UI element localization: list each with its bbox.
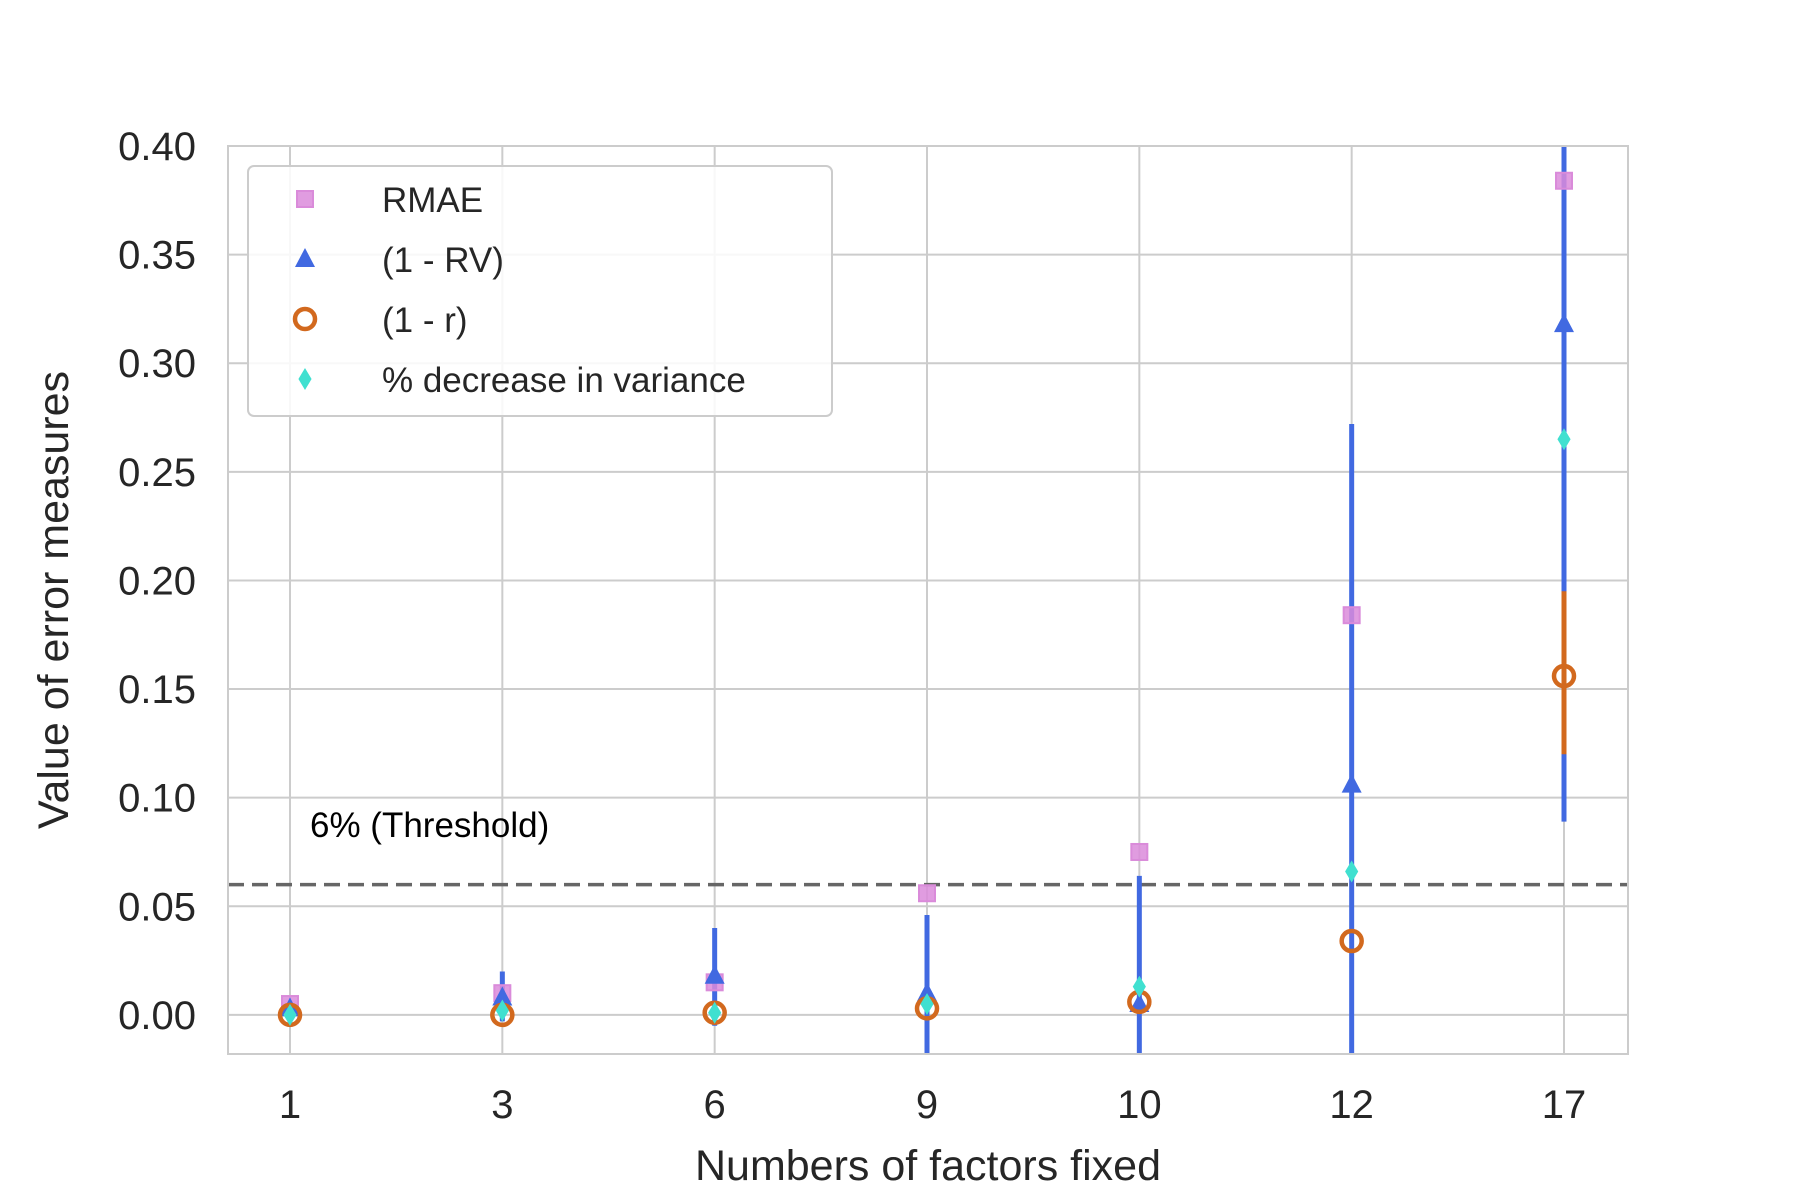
x-tick-label: 6 [704, 1083, 726, 1127]
legend: RMAE (1 - RV) (1 - r) % decrease in varianc… [247, 165, 833, 417]
x-tick-label: 9 [916, 1083, 938, 1127]
data-markers [277, 171, 1577, 1028]
y-tick-label: 0.40 [118, 125, 196, 169]
legend-marker [292, 306, 318, 332]
y-tick-label: 0.25 [118, 451, 196, 495]
threshold-annotation: 6% (Threshold) [310, 806, 549, 845]
point-decrease-in-variance [495, 999, 509, 1022]
legend-label: RMAE [382, 181, 483, 220]
point-1-r [1339, 928, 1364, 954]
point-1-rv [492, 986, 513, 1006]
point-1-rv [1554, 313, 1574, 333]
x-tick-labels: 1 3 6 9 10 12 17 [279, 1083, 1586, 1127]
y-tick-label: 0.30 [118, 342, 196, 386]
point-decrease-in-variance [920, 993, 934, 1016]
legend-marker [296, 190, 314, 208]
legend-box [247, 165, 833, 417]
point-1-r [1551, 663, 1577, 689]
point-rmae [1342, 606, 1361, 625]
x-tick-label: 3 [491, 1083, 513, 1127]
legend-label: (1 - RV) [382, 241, 504, 280]
legend-label: (1 - r) [382, 301, 468, 340]
point-decrease-in-variance [1557, 428, 1571, 451]
x-tick-label: 10 [1117, 1083, 1162, 1127]
point-rmae [1130, 842, 1149, 861]
legend-marker [295, 248, 315, 267]
point-decrease-in-variance [283, 1003, 297, 1026]
y-tick-label: 0.15 [118, 668, 196, 712]
y-axis-title: Value of error measures [30, 371, 78, 829]
y-tick-label: 0.10 [118, 777, 196, 821]
point-decrease-in-variance [708, 1001, 722, 1024]
y-tick-label: 0.20 [118, 559, 196, 603]
point-decrease-in-variance [1345, 860, 1359, 883]
y-tick-labels: 0.00 0.05 0.10 0.15 0.20 0.25 0.30 0.35 0.40 [118, 125, 196, 1038]
point-1-rv [1341, 773, 1362, 793]
point-1-rv [917, 982, 937, 1002]
legend-label: % decrease in variance [382, 361, 746, 400]
point-decrease-in-variance [1132, 975, 1146, 998]
point-rmae [1555, 171, 1573, 190]
y-tick-label: 0.35 [118, 234, 196, 278]
x-tick-label: 1 [279, 1083, 301, 1127]
x-tick-label: 12 [1329, 1083, 1374, 1127]
point-rmae [918, 884, 936, 903]
y-tick-label: 0.05 [118, 885, 196, 929]
x-tick-label: 17 [1542, 1083, 1587, 1127]
point-1-rv [1129, 993, 1150, 1013]
legend-marker [298, 368, 312, 390]
plot-frame [227, 145, 1629, 1055]
point-1-rv [704, 964, 725, 984]
x-axis-title: Numbers of factors fixed [695, 1142, 1161, 1190]
y-tick-label: 0.00 [118, 994, 196, 1038]
